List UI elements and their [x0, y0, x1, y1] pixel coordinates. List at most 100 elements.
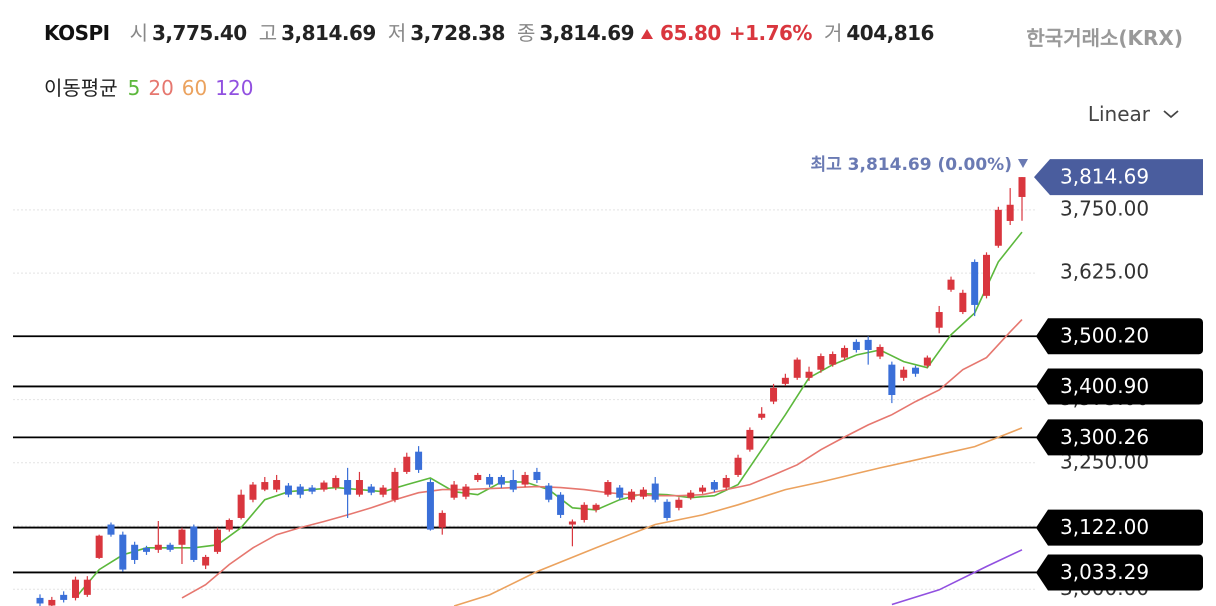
ma-legend: 이동평균 5 20 60 120: [44, 72, 261, 101]
change-percent: +1.76%: [728, 21, 813, 45]
candle-body: [213, 529, 221, 552]
candle-body: [332, 477, 340, 488]
candle-body: [237, 494, 245, 518]
max-marker-icon: [1018, 159, 1028, 168]
quote-value: 3,814.69: [539, 21, 635, 45]
quote-value: 3,775.40: [152, 21, 247, 45]
candle-body: [533, 471, 541, 481]
candle-body: [474, 474, 482, 481]
y-tick-label: 3,625.00: [1060, 260, 1149, 284]
candle-body: [273, 480, 281, 490]
volume-label: 거: [823, 21, 843, 45]
moving-average-line: [74, 231, 1023, 599]
exchange: 한국거래소(KRX): [1026, 26, 1183, 50]
legend-entry[interactable]: 5: [127, 76, 141, 100]
candle-body: [983, 254, 991, 296]
candle-body: [580, 504, 588, 520]
candle-body: [249, 484, 257, 500]
quote-label: 저: [387, 21, 407, 45]
scale-selector[interactable]: Linear: [1088, 102, 1180, 126]
chevron-icon: [1163, 110, 1179, 119]
candle-body: [344, 480, 352, 495]
y-tick-label: 3,750.00: [1060, 196, 1149, 220]
volume: 404,816: [846, 21, 934, 45]
candle-body: [900, 369, 908, 378]
last-price-tag: [1034, 159, 1203, 196]
candle-body: [36, 597, 44, 604]
quote-label: 종: [516, 21, 536, 45]
candle-body: [166, 544, 174, 550]
candle-body: [687, 492, 695, 498]
candle-body: [864, 339, 872, 350]
candle-body: [284, 485, 292, 495]
candle-body: [308, 487, 316, 492]
moving-average-line: [453, 427, 1023, 606]
candle-body: [781, 377, 789, 384]
level-tag: [1036, 368, 1203, 405]
candle-body: [841, 347, 849, 358]
candle-body: [486, 476, 494, 485]
candle-body: [178, 529, 186, 545]
candle-body: [959, 292, 967, 313]
candle-body: [154, 544, 162, 550]
candle-body: [758, 413, 766, 418]
candle-body: [83, 579, 91, 595]
level-label: 3,122.00: [1060, 515, 1149, 539]
moving-average-line: [891, 549, 1023, 606]
candle-body: [367, 486, 375, 493]
level-label: 3,033.29: [1060, 560, 1149, 584]
moving-average-line: [181, 319, 1023, 599]
candle-body: [710, 482, 718, 490]
quote-label: 시: [129, 21, 149, 45]
candle-body: [131, 544, 139, 560]
candle-body: [699, 487, 707, 492]
symbol: KOSPI: [44, 21, 110, 45]
candle-body: [876, 346, 884, 357]
candle-body: [793, 359, 801, 378]
level-label: 3,400.90: [1060, 374, 1149, 398]
candle-body: [616, 487, 624, 498]
candle-body: [426, 482, 434, 530]
candle-body: [415, 451, 423, 470]
level-tag: [1036, 318, 1203, 355]
legend-entry[interactable]: 120: [215, 76, 254, 100]
candle-body: [202, 556, 210, 566]
candle-body: [639, 489, 647, 497]
candle-body: [1006, 204, 1014, 221]
y-tick-label: 3,125.00: [1060, 513, 1149, 537]
y-tick-label: 3,375.00: [1060, 386, 1149, 410]
legend-title: 이동평균: [44, 76, 118, 100]
candle-body: [994, 209, 1002, 246]
candle-body: [95, 535, 103, 558]
candle-body: [355, 480, 363, 495]
legend-entry[interactable]: 60: [181, 76, 208, 100]
candle-body: [497, 476, 505, 485]
candle-body: [935, 312, 943, 328]
candle-body: [142, 547, 150, 552]
max-annotation: 최고 3,814.69 (0.00%): [810, 155, 1012, 175]
legend-entry[interactable]: 20: [148, 76, 174, 100]
level-label: 3,500.20: [1060, 324, 1149, 348]
level-tag: [1036, 554, 1203, 591]
candle-body: [734, 457, 742, 475]
candle-body: [675, 499, 683, 508]
candle-body: [296, 486, 304, 495]
scale-label: Linear: [1087, 102, 1150, 126]
candle-body: [225, 519, 233, 530]
y-tick-label: 3,250.00: [1060, 449, 1149, 473]
y-tick-label: 3,000.00: [1060, 576, 1149, 600]
candle-body: [462, 486, 470, 497]
candle-body: [438, 512, 446, 528]
candle-body: [509, 480, 517, 490]
candle-body: [60, 594, 68, 600]
candle-body: [545, 485, 553, 500]
quote-value: 3,814.69: [281, 21, 376, 45]
candle-body: [912, 367, 920, 374]
last-price-label: 3,814.69: [1060, 165, 1149, 189]
candle-body: [107, 524, 115, 535]
candle-body: [592, 504, 600, 510]
candle-body: [391, 471, 399, 500]
candle-body: [852, 341, 860, 350]
candle-body: [628, 491, 636, 500]
